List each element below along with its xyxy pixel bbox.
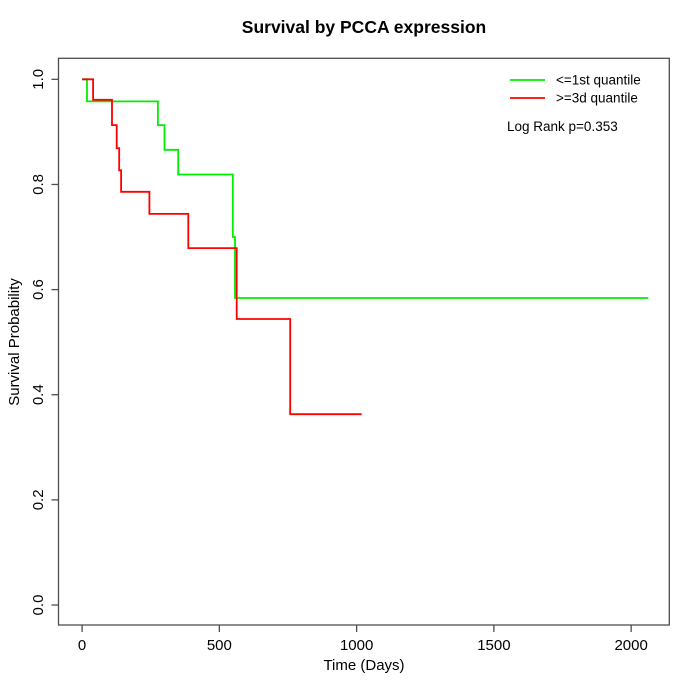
y-tick-label: 0.6 [30, 279, 47, 300]
km-curve-green [82, 78, 649, 299]
y-tick-label: 0.0 [30, 595, 47, 616]
legend: <=1st quantile >=3d quantile Log Rank p=… [507, 73, 641, 135]
legend-label-first-quantile: <=1st quantile [556, 73, 641, 88]
y-axis-title: Survival Probability [6, 278, 23, 406]
x-tick-label: 500 [207, 637, 232, 654]
km-curve-red [82, 78, 362, 416]
x-tick-label: 0 [78, 637, 86, 654]
x-axis-title: Time (Days) [323, 657, 404, 674]
chart-title: Survival by PCCA expression [242, 17, 486, 37]
y-axis-ticks: 0.0 0.2 0.4 0.6 0.8 1.0 [30, 69, 59, 616]
survival-curves [82, 78, 649, 416]
y-tick-label: 1.0 [30, 69, 47, 90]
x-tick-label: 1500 [477, 637, 510, 654]
log-rank-annotation: Log Rank p=0.353 [507, 119, 618, 134]
x-tick-label: 2000 [614, 637, 647, 654]
y-tick-label: 0.8 [30, 174, 47, 195]
legend-label-third-quantile: >=3d quantile [556, 91, 638, 106]
x-axis-ticks: 0 500 1000 1500 2000 [78, 625, 648, 654]
y-tick-label: 0.4 [30, 384, 47, 405]
y-tick-label: 0.2 [30, 489, 47, 510]
x-tick-label: 1000 [340, 637, 373, 654]
plot-box [57, 57, 670, 626]
